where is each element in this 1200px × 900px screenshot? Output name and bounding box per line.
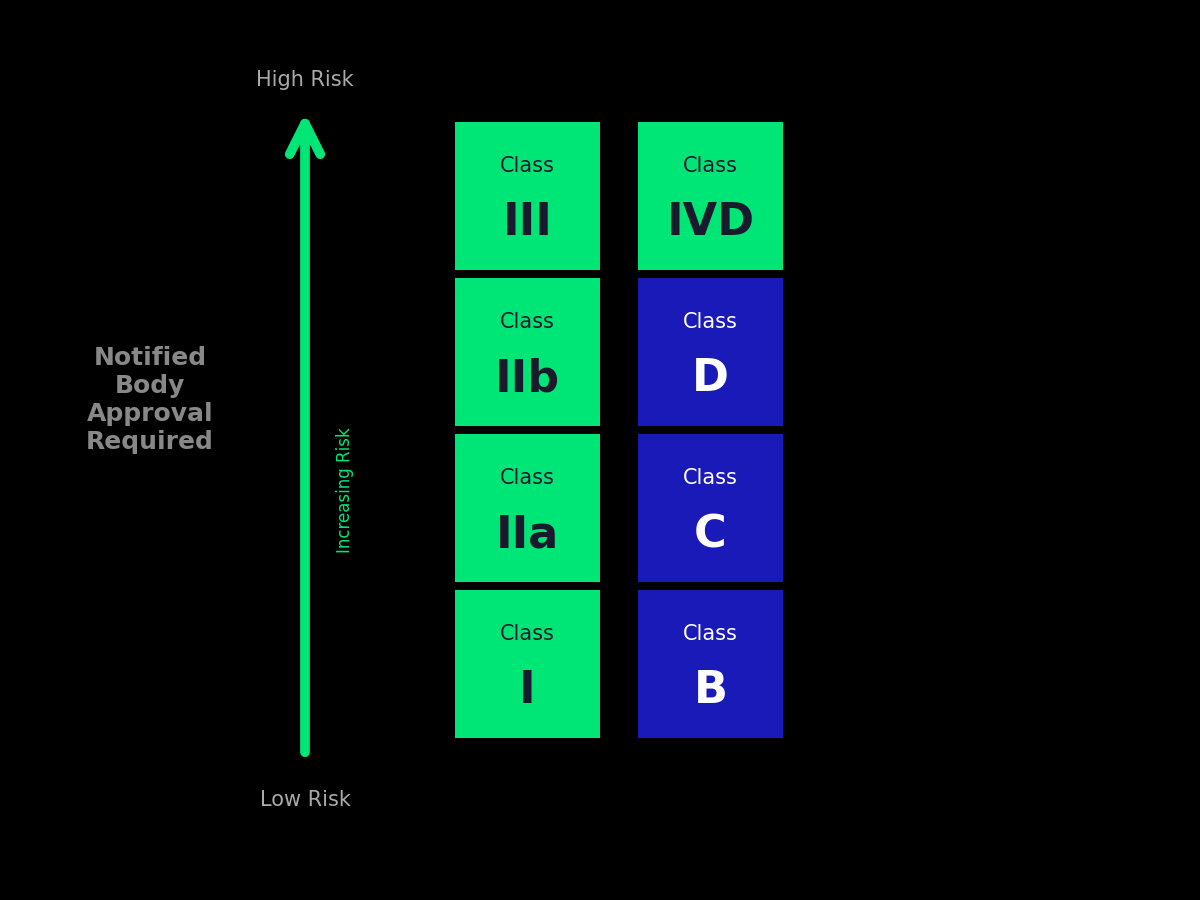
Text: III: III [503, 201, 552, 244]
Text: D: D [692, 357, 730, 400]
FancyBboxPatch shape [455, 434, 600, 582]
FancyBboxPatch shape [638, 590, 784, 738]
Text: IIa: IIa [496, 513, 559, 556]
FancyBboxPatch shape [455, 122, 600, 270]
FancyBboxPatch shape [455, 278, 600, 426]
Text: C: C [694, 513, 727, 556]
Text: Class: Class [683, 157, 738, 176]
Text: IVD: IVD [666, 201, 755, 244]
Text: Class: Class [500, 312, 554, 332]
FancyBboxPatch shape [638, 434, 784, 582]
Text: Class: Class [500, 157, 554, 176]
Text: Notified
Body
Approval
Required: Notified Body Approval Required [86, 346, 214, 454]
Text: Class: Class [500, 468, 554, 489]
Text: Increasing Risk: Increasing Risk [336, 428, 354, 553]
Text: Class: Class [500, 625, 554, 644]
FancyBboxPatch shape [638, 122, 784, 270]
Text: B: B [694, 669, 727, 712]
Text: IIb: IIb [494, 357, 560, 400]
Text: Low Risk: Low Risk [259, 790, 350, 810]
FancyBboxPatch shape [638, 278, 784, 426]
Text: Class: Class [683, 625, 738, 644]
Text: Class: Class [683, 312, 738, 332]
FancyBboxPatch shape [455, 590, 600, 738]
Text: Class: Class [683, 468, 738, 489]
Text: I: I [520, 669, 536, 712]
Text: High Risk: High Risk [256, 70, 354, 90]
